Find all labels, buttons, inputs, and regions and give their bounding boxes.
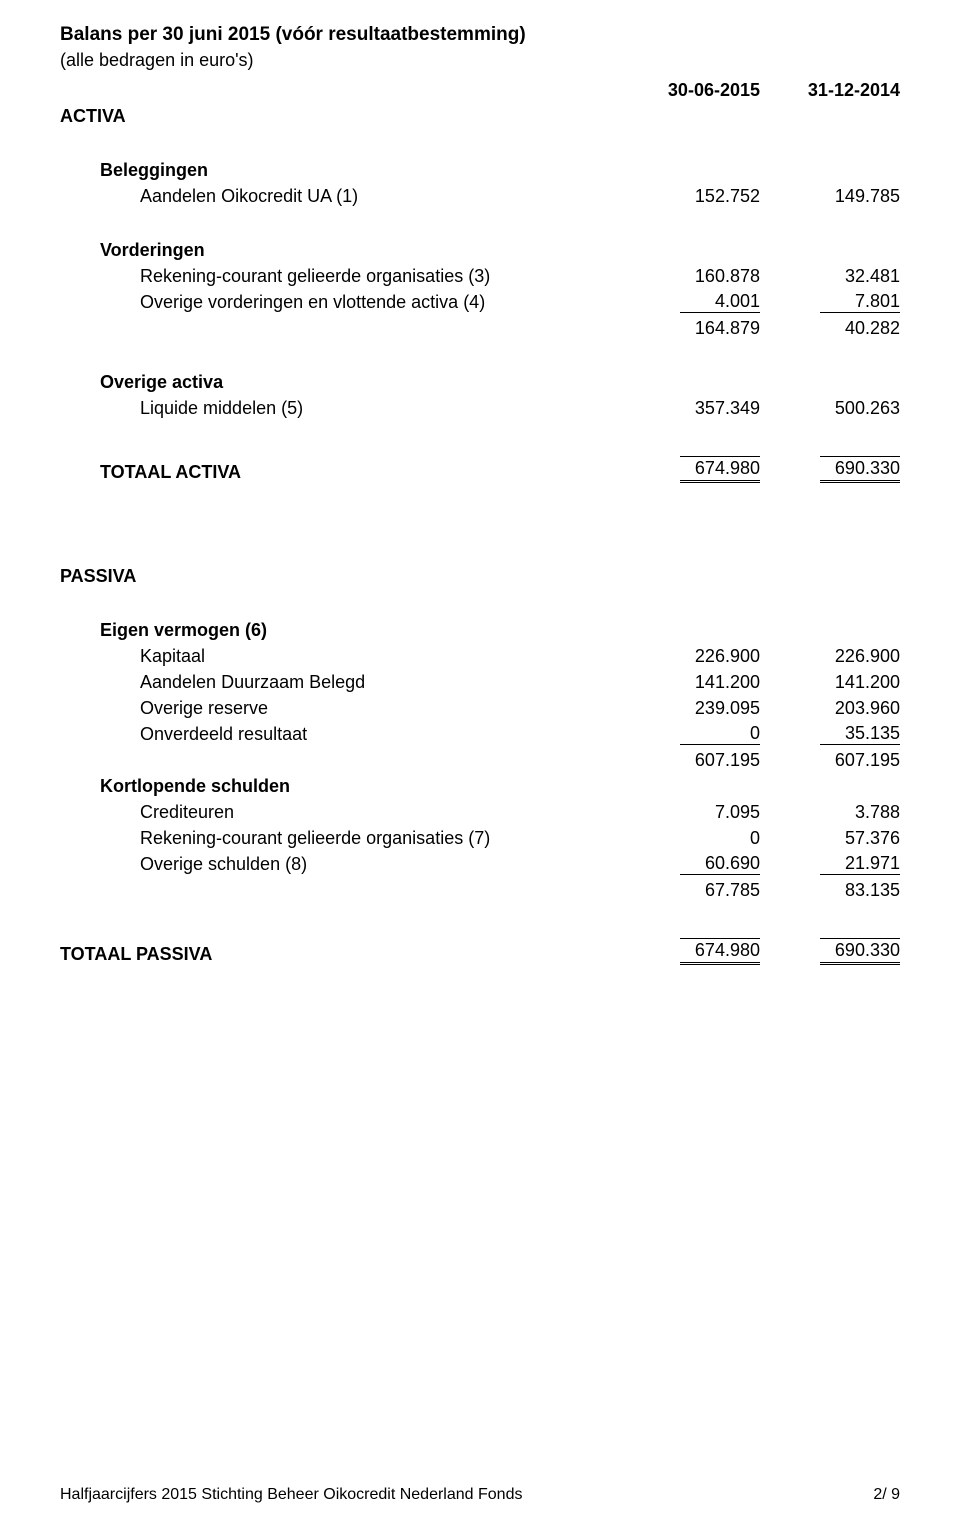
- kort-row3-v1: 60.690: [680, 853, 760, 875]
- eigen-row2-v1: 141.200: [620, 672, 760, 693]
- beleggingen-row1-label: Aandelen Oikocredit UA (1): [60, 186, 620, 207]
- kort-row3-label: Overige schulden (8): [60, 854, 620, 875]
- kort-row1-v1: 7.095: [620, 802, 760, 823]
- overige-activa-row1-v1: 357.349: [620, 398, 760, 419]
- activa-heading: ACTIVA: [60, 106, 620, 127]
- eigen-row4-v2: 35.135: [820, 723, 900, 745]
- kort-row3-v2: 21.971: [820, 853, 900, 875]
- date-col-1: 30-06-2015: [620, 80, 760, 101]
- totaal-activa-label: TOTAAL ACTIVA: [60, 462, 620, 483]
- kort-row2-label: Rekening-courant gelieerde organisaties …: [60, 828, 620, 849]
- beleggingen-label: Beleggingen: [60, 160, 620, 181]
- eigen-row1-v2: 226.900: [760, 646, 900, 667]
- kort-row2-v1: 0: [620, 828, 760, 849]
- beleggingen-row1-v2: 149.785: [760, 186, 900, 207]
- vorderingen-row1-label: Rekening-courant gelieerde organisaties …: [60, 266, 620, 287]
- kort-row1-label: Crediteuren: [60, 802, 620, 823]
- page-title: Balans per 30 juni 2015 (vóór resultaatb…: [60, 24, 900, 46]
- eigen-row4-label: Onverdeeld resultaat: [60, 724, 620, 745]
- vorderingen-row1-v1: 160.878: [620, 266, 760, 287]
- eigen-row4-v1: 0: [680, 723, 760, 745]
- eigen-row3-label: Overige reserve: [60, 698, 620, 719]
- passiva-heading: PASSIVA: [60, 566, 620, 587]
- vorderingen-row1-v2: 32.481: [760, 266, 900, 287]
- totaal-passiva-v2: 690.330: [820, 940, 900, 965]
- eigen-row1-v1: 226.900: [620, 646, 760, 667]
- footer-left: Halfjaarcijfers 2015 Stichting Beheer Oi…: [60, 1486, 522, 1504]
- overige-activa-row1-label: Liquide middelen (5): [60, 398, 620, 419]
- eigen-subtotal-v1: 607.195: [620, 750, 760, 771]
- overige-activa-row1-v2: 500.263: [760, 398, 900, 419]
- vorderingen-subtotal-v2: 40.282: [760, 318, 900, 339]
- kort-subtotal-v1: 67.785: [620, 880, 760, 901]
- vorderingen-row2-label: Overige vorderingen en vlottende activa …: [60, 292, 620, 313]
- vorderingen-row2-v1: 4.001: [680, 291, 760, 313]
- kort-row2-v2: 57.376: [760, 828, 900, 849]
- eigen-row3-v2: 203.960: [760, 698, 900, 719]
- eigen-label: Eigen vermogen (6): [60, 620, 620, 641]
- totaal-passiva-v1: 674.980: [680, 940, 760, 965]
- date-col-2: 31-12-2014: [760, 80, 900, 101]
- vorderingen-subtotal-v1: 164.879: [620, 318, 760, 339]
- totaal-passiva-label: TOTAAL PASSIVA: [60, 944, 620, 965]
- page-subtitle: (alle bedragen in euro's): [60, 50, 900, 71]
- totaal-activa-v1: 674.980: [680, 458, 760, 483]
- footer-right: 2/ 9: [873, 1486, 900, 1504]
- eigen-row3-v1: 239.095: [620, 698, 760, 719]
- eigen-row2-label: Aandelen Duurzaam Belegd: [60, 672, 620, 693]
- kort-subtotal-v2: 83.135: [760, 880, 900, 901]
- vorderingen-row2-v2: 7.801: [820, 291, 900, 313]
- vorderingen-label: Vorderingen: [60, 240, 620, 261]
- eigen-row1-label: Kapitaal: [60, 646, 620, 667]
- kort-label: Kortlopende schulden: [60, 776, 620, 797]
- kort-row1-v2: 3.788: [760, 802, 900, 823]
- eigen-subtotal-v2: 607.195: [760, 750, 900, 771]
- eigen-row2-v2: 141.200: [760, 672, 900, 693]
- totaal-activa-v2: 690.330: [820, 458, 900, 483]
- overige-activa-label: Overige activa: [60, 372, 620, 393]
- beleggingen-row1-v1: 152.752: [620, 186, 760, 207]
